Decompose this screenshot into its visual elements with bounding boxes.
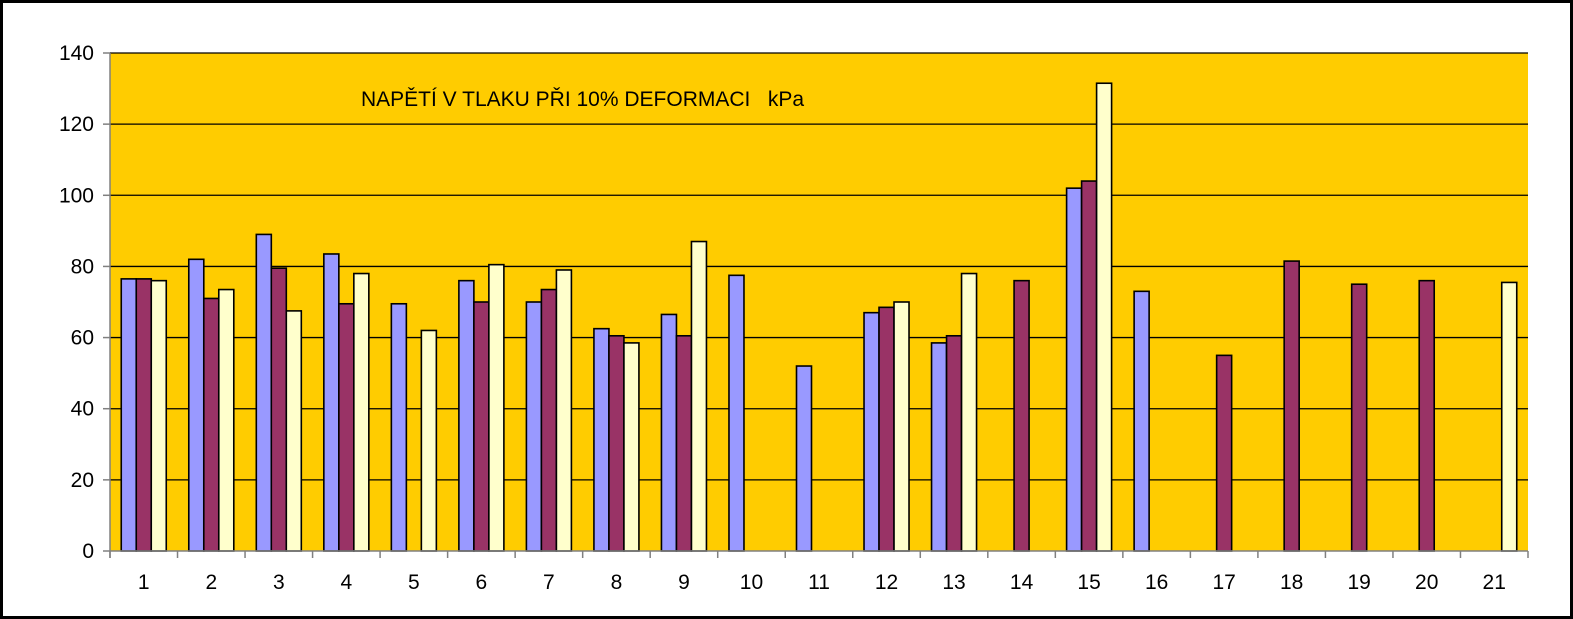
bar-series-3-cat-5 [420,329,438,552]
x-tick-label: 5 [408,571,420,594]
y-tick-label: 80 [71,255,94,278]
bar-series-1-cat-4 [323,253,340,552]
bar-series-3-cat-9 [690,240,708,552]
bar-series-1-cat-2 [187,258,205,552]
bar-series-1-cat-5 [390,302,408,552]
y-tick-label: 0 [82,540,94,563]
y-tick-label: 140 [59,42,94,65]
bar-series-1-cat-16 [1133,290,1150,552]
bar-series-2-cat-9 [675,334,693,552]
bar-series-1-cat-7 [525,301,543,552]
bar-series-2-cat-19 [1350,283,1368,552]
bar-series-1-cat-11 [795,365,813,552]
bar-series-2-cat-13 [945,334,963,552]
bar-series-1-cat-3 [255,233,273,552]
bar-series-2-cat-8 [608,334,625,552]
bar-series-3-cat-12 [893,301,910,552]
x-tick-label: 1 [138,571,150,594]
axes [109,53,1528,558]
bar-series-3-cat-15 [1095,82,1113,552]
bar-series-2-cat-15 [1080,180,1098,552]
bar-series-2-cat-17 [1215,354,1233,552]
bar-series-2-cat-7 [540,288,558,552]
x-axis-ticks: 1 2 3 4 5 6 7 8 9 10 11 12 13 14 15 16 17 18 19 20 21 [109,551,1529,594]
bar-series-2-cat-1 [135,278,153,552]
y-tick-label: 40 [71,398,94,421]
y-tick-label: 120 [59,113,94,136]
bar-series-3-cat-13 [960,272,978,552]
y-tick-label: 60 [71,327,94,350]
bar-series-3-cat-8 [623,342,640,552]
x-tick-label: 14 [1010,571,1034,594]
x-tick-label: 6 [476,571,488,594]
bar-series-1-cat-9 [660,313,678,552]
bar-series-3-cat-4 [353,272,370,552]
x-tick-label: 9 [678,571,690,594]
y-tick-label: 100 [59,184,94,207]
x-tick-label: 20 [1415,571,1438,594]
x-tick-label: 4 [340,571,352,594]
x-tick-label: 2 [205,571,217,594]
bar-series-2-cat-18 [1283,260,1300,552]
bar-series-2-cat-6 [473,301,490,552]
x-tick-label: 11 [808,571,830,594]
bar-series-3-cat-3 [285,310,303,552]
x-tick-label: 8 [611,571,623,594]
bar-series-1-cat-15 [1065,187,1083,552]
x-tick-label: 18 [1280,571,1303,594]
bar-series-1-cat-6 [458,279,475,552]
x-tick-label: 10 [740,571,763,594]
bars [120,82,1518,552]
plot-area [110,53,1528,551]
chart-title: NAPĚTÍ V TLAKU PŘI 10% DEFORMACI kPa [361,88,804,111]
bar-series-3-cat-1 [150,279,168,552]
x-tick-label: 7 [543,571,555,594]
x-tick-label: 19 [1348,571,1371,594]
x-tick-label: 3 [273,571,285,594]
bar-series-2-cat-4 [338,302,355,552]
bar-series-3-cat-2 [217,288,235,552]
bar-series-1-cat-1 [120,278,138,552]
bar-series-2-cat-2 [202,297,220,552]
x-tick-label: 16 [1145,571,1168,594]
bar-series-1-cat-8 [593,327,610,552]
y-tick-label: 20 [71,469,94,492]
x-tick-label: 17 [1212,571,1235,594]
bar-series-2-cat-14 [1013,279,1030,552]
bar-series-3-cat-7 [555,269,573,552]
bar-series-3-cat-6 [488,263,505,552]
bar-series-3-cat-21 [1500,281,1518,552]
bar-series-2-cat-12 [878,306,895,552]
x-tick-label: 15 [1077,571,1100,594]
bar-series-2-cat-20 [1418,279,1436,552]
x-tick-label: 12 [875,571,898,594]
bar-series-1-cat-12 [863,311,880,552]
y-axis-ticks: 0 20 40 60 80 100 120 140 [59,42,110,563]
bar-series-2-cat-3 [270,267,288,552]
bar-series-1-cat-10 [728,274,745,552]
x-tick-label: 13 [942,571,965,594]
x-tick-label: 21 [1483,571,1506,594]
bar-series-1-cat-13 [930,342,948,552]
